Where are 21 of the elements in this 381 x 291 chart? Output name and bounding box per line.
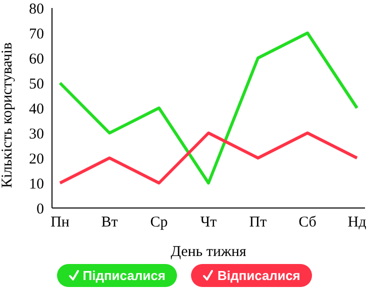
y-axis-title: Кількість користувачів	[0, 42, 16, 188]
text: Підписалися	[82, 268, 166, 283]
x-tick-label: Вт	[101, 214, 118, 231]
y-tick-label: 40	[29, 101, 44, 118]
y-tick-label: 50	[29, 76, 44, 92]
x-tick-label: Ср	[150, 214, 168, 231]
x-tick-label: Пт	[249, 214, 268, 231]
y-tick-label: 80	[29, 1, 44, 18]
y-tick-label: 10	[29, 176, 44, 192]
y-tick-label: 70	[29, 26, 44, 42]
line-series	[58, 32, 358, 184]
y-tick-label: 20	[29, 151, 44, 168]
y-tick-label: 0	[36, 201, 44, 218]
y-tick-label: 30	[29, 126, 44, 142]
y-tick-label: 60	[29, 51, 44, 68]
text: Відписалися	[217, 268, 300, 283]
x-tick-label: Чт	[200, 214, 218, 231]
x-tick-label: Нд	[348, 214, 367, 231]
x-tick-label: Пн	[50, 214, 70, 231]
x-axis-title: День тижня	[170, 244, 246, 260]
x-tick-label: Сб	[298, 214, 317, 231]
